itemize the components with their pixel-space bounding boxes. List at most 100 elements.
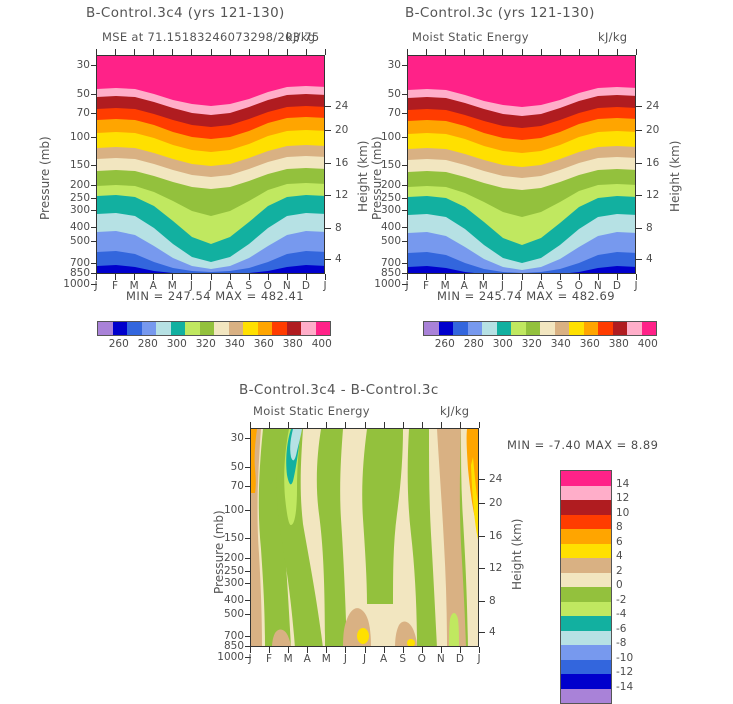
left-height-tick: 4: [335, 252, 342, 265]
right-pressure-tick: 100: [380, 130, 401, 143]
diff-colorbar-tick-label: 12: [616, 492, 630, 504]
left-month-label: A: [225, 280, 234, 292]
diff-colorbar-swatch: [561, 471, 611, 486]
right-pressure-tickmark: [402, 198, 408, 200]
diff-pressure-tickmark: [245, 657, 251, 658]
right-height-tickmark: [636, 130, 642, 132]
diff-month-label: J: [343, 653, 347, 665]
diff-height-tick: 4: [489, 625, 496, 638]
right-month-label: J: [634, 280, 638, 292]
left-pressure-tick: 150: [69, 159, 90, 172]
diff-month-label: M: [283, 653, 293, 665]
right-pressure-tick: 250: [380, 192, 401, 205]
diff-colorbar-tick-label: -10: [616, 651, 634, 664]
left-pressure-tick: 300: [69, 203, 90, 216]
right-month-tickmark: [578, 274, 580, 280]
diff-height-tickmark: [479, 503, 485, 505]
left-month-label: J: [94, 280, 98, 292]
right-height-tickmark: [636, 162, 642, 164]
colorbar-swatch: [214, 322, 229, 335]
left-month-tickmark: [325, 274, 326, 280]
right-height-tick: 12: [646, 189, 660, 202]
right-pressure-tickmark: [402, 65, 408, 66]
diff-pressure-tick: 500: [223, 608, 244, 621]
left-month-label: M: [129, 280, 139, 292]
diff-colorbar: [560, 470, 612, 704]
diff-colorbar-tick-label: -14: [616, 680, 634, 693]
left-month-label: D: [301, 280, 310, 292]
diff-pressure-tick: 250: [223, 565, 244, 578]
left-height-tickmark: [325, 195, 331, 197]
right-month-label: M: [440, 280, 450, 292]
colorbar-tick-label: 400: [311, 338, 332, 350]
diff-height-tick: 24: [489, 473, 503, 486]
diff-panel-subtitle-left: Moist Static Energy: [253, 404, 370, 418]
left-minmax-text: MIN = 247.54 MAX = 482.41: [126, 289, 305, 303]
left-pressure-tickmark: [91, 273, 97, 275]
diff-height-tickmark: [479, 568, 485, 570]
diff-colorbar-tick-label: 10: [616, 506, 630, 519]
left-month-tickmark: [153, 49, 155, 55]
left-pressure-tickmark: [91, 227, 97, 229]
colorbar-tick-label: 320: [521, 338, 542, 350]
left-pressure-tick: 70: [76, 107, 90, 120]
left-month-tickmark: [153, 274, 155, 280]
right-pressure-tickmark: [402, 227, 408, 229]
diff-pressure-tick: 100: [223, 503, 244, 516]
colorbar-tick-label: 280: [463, 338, 484, 350]
diff-month-tickmark: [402, 647, 404, 653]
right-month-tickmark: [426, 274, 428, 280]
colorbar-tick-label: 380: [608, 338, 629, 350]
right-height-tickmark: [636, 258, 642, 260]
diff-pressure-tickmark: [245, 614, 251, 616]
diff-height-tick: 8: [489, 595, 496, 608]
colorbar-tick-label: 380: [282, 338, 303, 350]
right-pressure-tick: 50: [387, 88, 401, 101]
diff-month-tickmark: [383, 422, 385, 428]
diff-month-tickmark: [345, 422, 347, 428]
diff-colorbar-swatch: [561, 485, 611, 500]
left-month-tickmark: [191, 49, 193, 55]
diff-month-tickmark: [307, 647, 309, 653]
diff-month-label: J: [248, 653, 252, 665]
right-pressure-tick: 1000: [374, 278, 401, 290]
left-month-tickmark: [229, 274, 231, 280]
right-height-tick: 16: [646, 156, 660, 169]
diff-pressure-tickmark: [245, 600, 251, 602]
left-pressure-tickmark: [91, 165, 97, 167]
right-month-label: O: [574, 280, 583, 292]
diff-month-label: J: [477, 653, 481, 665]
right-month-tickmark: [502, 274, 504, 280]
diff-pressure-tickmark: [245, 467, 251, 469]
left-month-label: A: [149, 280, 157, 292]
diff-colorbar-tick-label: -8: [616, 637, 627, 649]
colorbar-swatch: [141, 322, 156, 335]
colorbar-swatch: [424, 322, 439, 335]
right-height-tickmark: [636, 106, 642, 108]
diff-panel-title: B-Control.3c4 - B-Control.3c: [239, 382, 439, 398]
right-pressure-tickmark: [402, 165, 408, 167]
diff-pressure-tick: 400: [223, 594, 244, 607]
right-month-label: D: [612, 280, 621, 292]
left-month-tickmark: [210, 274, 212, 280]
colorbar-swatch: [598, 322, 613, 335]
left-month-tickmark: [286, 274, 288, 280]
right-month-tickmark: [578, 49, 580, 55]
right-pressure-tickmark: [402, 262, 408, 264]
left-pressure-tickmark: [91, 198, 97, 200]
right-month-tickmark: [540, 274, 542, 280]
left-pressure-tick: 400: [69, 221, 90, 234]
right-pressure-tickmark: [402, 94, 408, 96]
right-month-label: N: [593, 280, 602, 292]
right-contour-svg: [408, 56, 635, 273]
right-month-tickmark: [540, 49, 542, 55]
diff-colorbar-swatch: [561, 659, 611, 674]
left-pressure-tick: 100: [69, 130, 90, 143]
right-pressure-tick: 200: [380, 178, 401, 191]
diff-month-tickmark: [459, 647, 461, 653]
diff-month-tickmark: [421, 647, 423, 653]
colorbar-swatch: [569, 322, 584, 335]
diff-colorbar-swatch: [561, 529, 611, 544]
left-height-tickmark: [325, 258, 331, 260]
left-pressure-tickmark: [91, 65, 97, 66]
